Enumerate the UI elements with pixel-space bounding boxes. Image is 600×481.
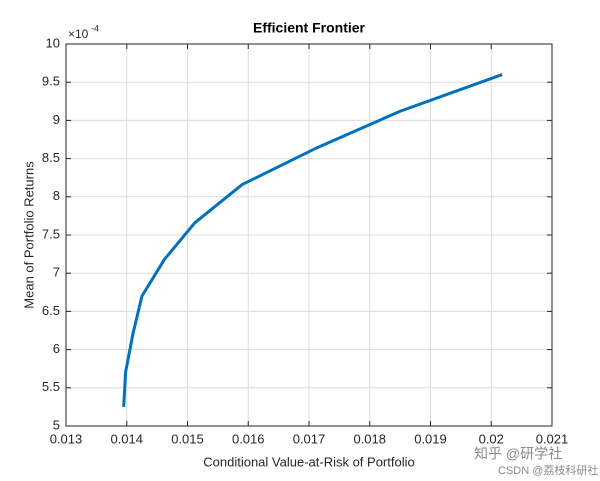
y-tick-label: 6 [53, 341, 60, 356]
x-tick-label: 0.019 [414, 431, 447, 446]
x-tick-label: 0.02 [479, 431, 504, 446]
x-tick-label: 0.016 [232, 431, 265, 446]
watermark: 知乎 @研学社 [474, 446, 562, 462]
x-tick-label: 0.014 [110, 431, 143, 446]
y-tick-label: 6.5 [42, 303, 60, 318]
y-exponent: -4 [91, 23, 99, 33]
x-axis-label: Conditional Value-at-Risk of Portfolio [203, 454, 414, 469]
y-tick-label: 7.5 [42, 226, 60, 241]
x-tick-label: 0.018 [353, 431, 386, 446]
x-tick-label: 0.017 [293, 431, 326, 446]
y-tick-label: 8.5 [42, 150, 60, 165]
watermark: CSDN @荔枝科研社 [498, 463, 598, 477]
y-tick-label: 8 [53, 188, 60, 203]
y-tick-label: 9.5 [42, 74, 60, 89]
y-axis-label: Mean of Portfolio Returns [21, 161, 36, 309]
y-tick-label: 7 [53, 265, 60, 280]
y-tick-label: 5.5 [42, 379, 60, 394]
line [122, 73, 503, 407]
axes-box [65, 43, 553, 427]
x-tick-label: 0.013 [50, 431, 83, 446]
y-tick-label: 10 [46, 35, 60, 50]
y-multiplier: ×10 [68, 27, 89, 41]
y-tick-label: 5 [53, 417, 60, 432]
x-tick-label: 0.021 [536, 431, 569, 446]
x-tick-label: 0.015 [171, 431, 204, 446]
chart-title: Efficient Frontier [253, 20, 366, 36]
y-tick-label: 9 [53, 112, 60, 127]
